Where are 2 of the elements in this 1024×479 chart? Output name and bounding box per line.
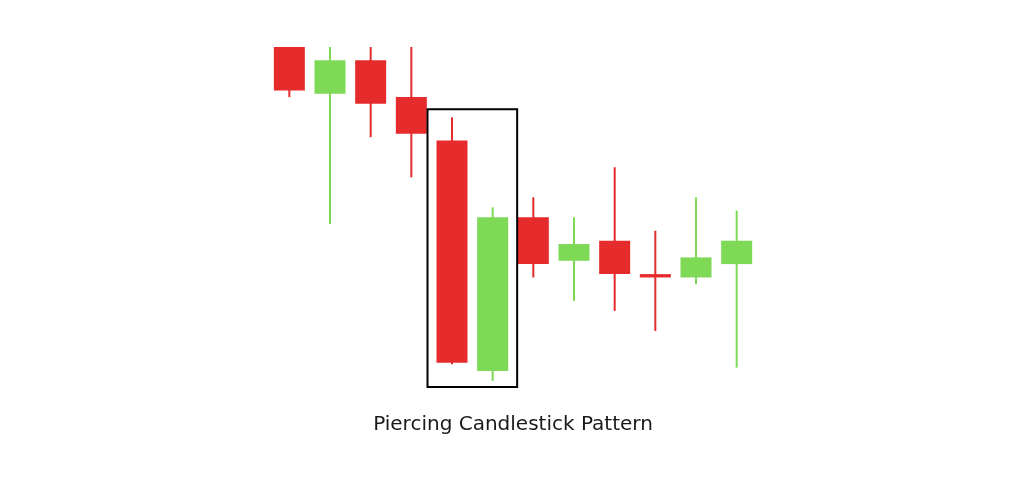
text: Piercing Candlestick Pattern	[373, 411, 653, 436]
candlestick	[721, 209, 753, 369]
